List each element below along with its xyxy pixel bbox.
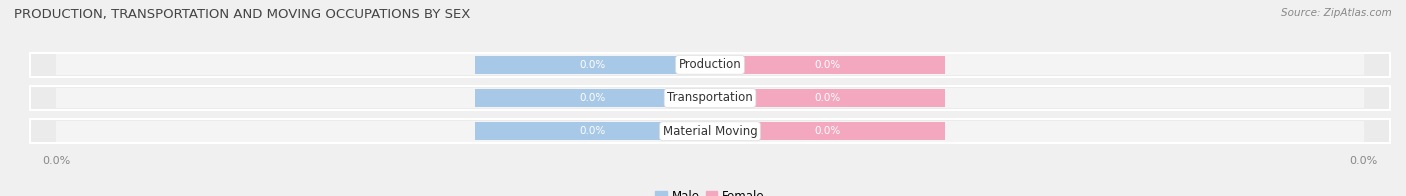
Text: 0.0%: 0.0% bbox=[579, 126, 606, 136]
Bar bbox=[30, 86, 1391, 110]
Text: 0.0%: 0.0% bbox=[814, 126, 841, 136]
Bar bbox=[475, 122, 710, 140]
Text: 0.0%: 0.0% bbox=[814, 60, 841, 70]
Text: Production: Production bbox=[679, 58, 741, 71]
Text: Transportation: Transportation bbox=[668, 92, 752, 104]
Bar bbox=[56, 121, 1364, 142]
Text: Source: ZipAtlas.com: Source: ZipAtlas.com bbox=[1281, 8, 1392, 18]
Bar bbox=[475, 56, 710, 74]
Bar bbox=[710, 89, 945, 107]
Bar bbox=[30, 119, 1391, 143]
Text: 0.0%: 0.0% bbox=[579, 60, 606, 70]
Text: 0.0%: 0.0% bbox=[579, 93, 606, 103]
Bar bbox=[56, 54, 1364, 75]
Legend: Male, Female: Male, Female bbox=[651, 185, 769, 196]
Bar bbox=[30, 53, 1391, 77]
Text: Material Moving: Material Moving bbox=[662, 125, 758, 138]
Bar bbox=[56, 88, 1364, 108]
Text: 0.0%: 0.0% bbox=[814, 93, 841, 103]
Bar bbox=[710, 56, 945, 74]
Bar bbox=[710, 122, 945, 140]
Bar bbox=[475, 89, 710, 107]
Text: PRODUCTION, TRANSPORTATION AND MOVING OCCUPATIONS BY SEX: PRODUCTION, TRANSPORTATION AND MOVING OC… bbox=[14, 8, 471, 21]
